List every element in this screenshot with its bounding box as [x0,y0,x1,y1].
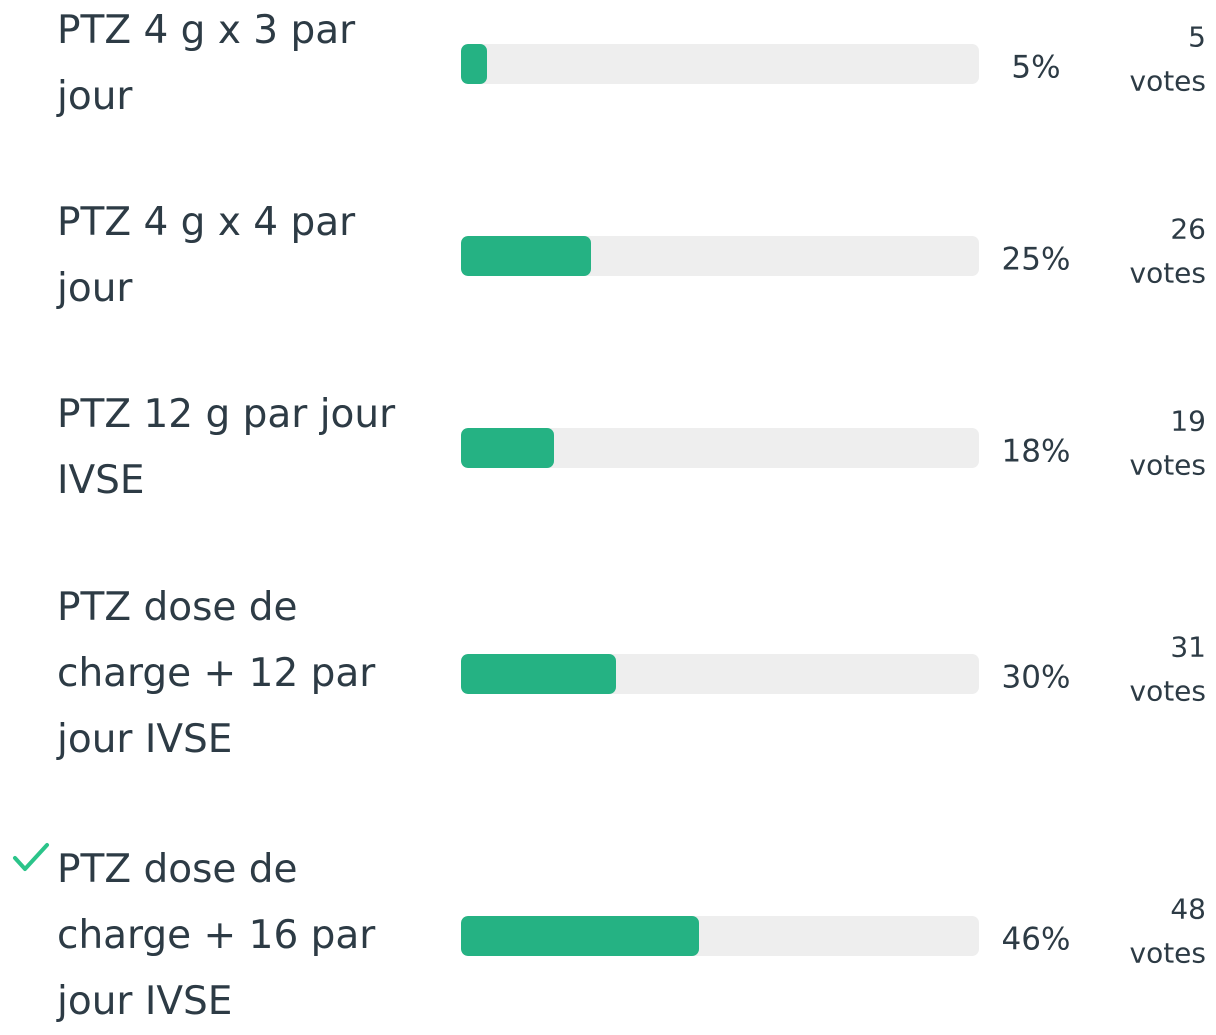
vote-number: 48 [1170,892,1206,926]
vote-count: 48 votes [1130,888,1207,976]
check-path [13,843,49,871]
vote-word: votes [1129,674,1207,708]
percent-label: 30% [1001,659,1071,696]
vote-word: votes [1129,936,1207,970]
vote-word: votes [1129,448,1207,482]
percent-label: 18% [1001,433,1071,470]
option-label: PTZ 4 g x 4 par jour [57,200,356,311]
percent-label: 46% [1001,921,1071,958]
vote-number: 19 [1170,404,1206,438]
vote-count: 19 votes [1130,400,1207,488]
percent-label: 25% [1001,241,1071,278]
correct-check [13,843,49,871]
vote-count: 5 votes [1130,16,1207,104]
vote-number: 5 [1188,20,1206,54]
vote-word: votes [1129,64,1207,98]
vote-number: 31 [1170,630,1206,664]
bar-track [461,916,979,956]
option-label: PTZ dose de charge + 16 par jour IVSE [57,847,376,1024]
vote-count: 31 votes [1130,626,1207,714]
bar-track [461,44,979,84]
bar-track [461,654,979,694]
bar-fill [461,44,487,84]
option-label: PTZ dose de charge + 12 par jour IVSE [57,585,376,762]
bar-fill [461,916,700,956]
option-label: PTZ 4 g x 3 par jour [57,8,356,119]
vote-word: votes [1129,256,1207,290]
bar-fill [461,236,591,276]
vote-count: 26 votes [1130,208,1207,296]
percent-label: 5% [1011,49,1061,86]
bar-track [461,236,979,276]
vote-number: 26 [1170,212,1206,246]
option-label: PTZ 12 g par jour IVSE [57,392,396,503]
bar-track [461,428,979,468]
bar-fill [461,428,555,468]
bar-fill [461,654,617,694]
